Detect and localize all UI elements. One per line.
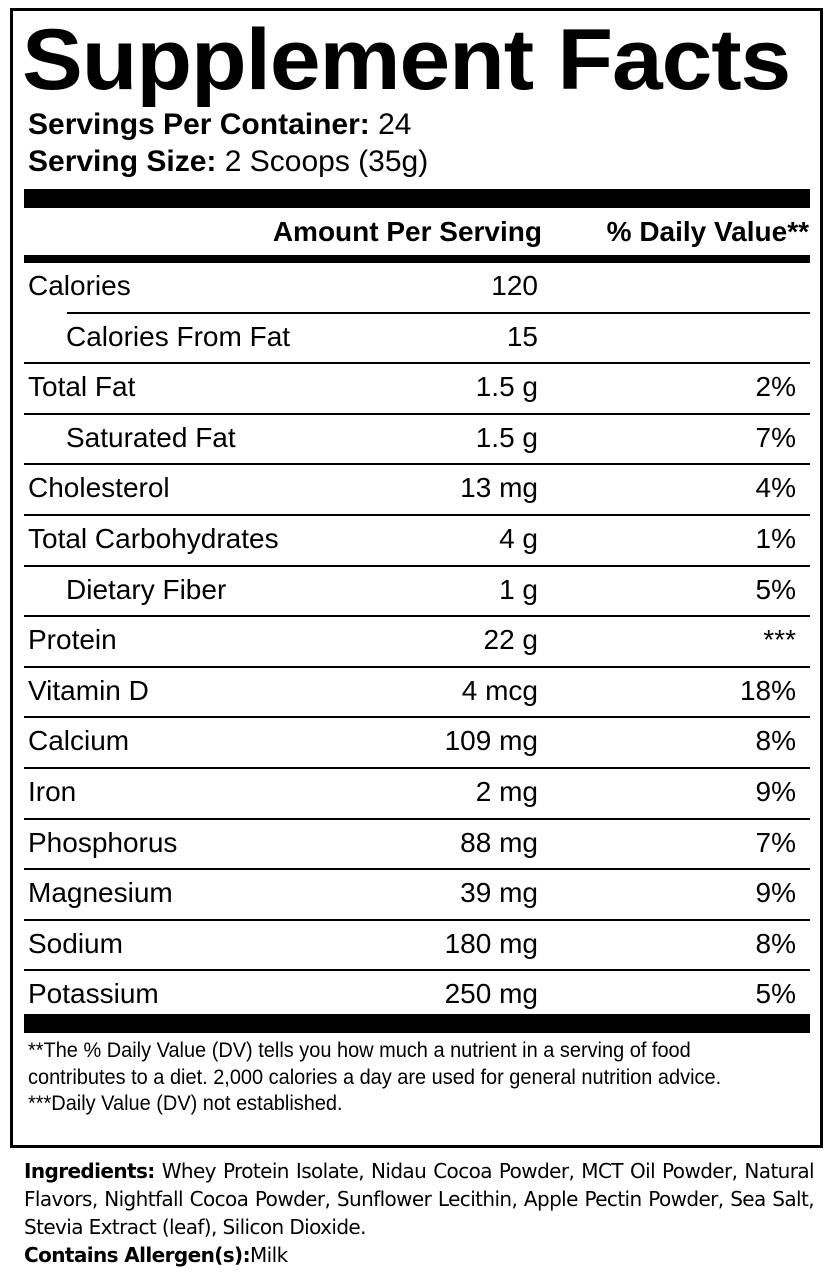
nutrient-daily-value: 1% [755,522,796,554]
nutrient-row: Protein 22 g *** [24,617,810,668]
nutrient-name: Sodium [28,927,123,959]
nutrient-name: Dietary Fiber [66,573,227,605]
nutrient-amount: 88 mg [460,826,538,858]
nutrient-amount: 39 mg [460,877,538,909]
nutrient-amount: 4 mcg [461,674,538,706]
nutrient-amount: 120 [491,270,538,301]
footnotes: **The % Daily Value (DV) tells you how m… [28,1038,769,1118]
ingredients: Ingredients: Whey Protein Isolate, Nidau… [24,1157,815,1269]
nutrient-row: Dietary Fiber 1 g 5% [24,567,810,618]
nutrient-amount: 1 g [499,573,538,605]
serving-size-label: Serving Size: [28,145,217,178]
nutrient-name: Calories [28,270,131,301]
serving-size-value: 2 Scoops (35g) [224,145,429,178]
nutrient-daily-value: *** [763,624,796,656]
nutrient-amount: 1.5 g [475,421,538,453]
servings-value: 24 [378,108,412,141]
footnote-not-established: ***Daily Value (DV) not established. [28,1092,343,1115]
nutrient-row: Sodium 180 mg 8% [24,921,810,972]
daily-value-header: % Daily Value** [606,216,809,247]
thick-divider [24,189,810,208]
nutrient-name: Potassium [28,978,159,1010]
nutrient-table: Calories 120 Calories From Fat 15 Total Fat 1… [24,263,810,1022]
nutrient-name: Magnesium [28,877,173,909]
nutrient-row: Vitamin D 4 mcg 18% [24,668,810,719]
servings-label: Servings Per Container: [28,108,370,141]
nutrient-daily-value: 8% [755,927,796,959]
header-divider [24,255,810,263]
nutrient-row: Calories 120 [24,263,810,314]
nutrient-row: Calories From Fat 15 [24,314,810,365]
nutrient-row: Phosphorus 88 mg 7% [24,820,810,871]
nutrient-daily-value: 9% [755,877,796,909]
nutrient-row: Calcium 109 mg 8% [24,718,810,769]
nutrient-row: Potassium 250 mg 5% [24,971,810,1022]
nutrient-row: Total Carbohydrates 4 g 1% [24,516,810,567]
nutrient-amount: 250 mg [444,978,538,1010]
nutrient-name: Calories From Fat [66,320,291,352]
nutrient-amount: 22 g [483,624,539,656]
nutrient-row: Cholesterol 13 mg 4% [24,465,810,516]
allergens-label: Contains Allergen(s): [24,1243,251,1267]
nutrient-daily-value: 4% [755,472,796,504]
nutrient-name: Saturated Fat [66,421,236,453]
nutrient-daily-value: 5% [755,978,796,1010]
ingredients-text: Whey Protein Isolate, Nidau Cocoa Powder… [24,1159,815,1239]
nutrient-amount: 109 mg [444,725,538,757]
serving-size: Serving Size: 2 Scoops (35g) [28,145,428,179]
nutrient-amount: 15 [506,320,538,352]
nutrient-daily-value: 7% [755,826,796,858]
allergens-text: Milk [250,1243,288,1267]
nutrient-daily-value: 9% [755,775,796,807]
nutrient-amount: 180 mg [444,927,538,959]
amount-per-serving-header: Amount Per Serving [272,216,542,247]
nutrient-daily-value: 18% [739,674,796,706]
supplement-facts-panel [10,8,823,1148]
nutrient-name: Total Carbohydrates [28,522,279,554]
nutrient-amount: 2 mg [475,775,538,807]
nutrient-name: Cholesterol [28,472,170,504]
ingredients-label: Ingredients: [24,1159,155,1183]
thick-divider-bottom [24,1014,810,1033]
panel-title: Supplement Facts [22,12,791,108]
nutrient-amount: 1.5 g [475,371,538,403]
nutrient-daily-value: 8% [755,725,796,757]
nutrient-amount: 4 g [499,522,538,554]
nutrient-daily-value: 7% [755,421,796,453]
nutrient-name: Calcium [28,725,130,757]
nutrient-amount: 13 mg [460,472,538,504]
nutrient-row: Iron 2 mg 9% [24,769,810,820]
nutrient-name: Protein [28,624,117,656]
nutrient-daily-value: 5% [755,573,796,605]
nutrient-name: Phosphorus [28,826,178,858]
nutrient-daily-value: 2% [755,371,796,403]
nutrient-row: Total Fat 1.5 g 2% [24,364,810,415]
nutrient-row: Saturated Fat 1.5 g 7% [24,415,810,466]
nutrient-name: Total Fat [28,371,136,403]
footnote-daily-value: **The % Daily Value (DV) tells you how m… [28,1039,722,1089]
nutrient-name: Vitamin D [28,674,149,706]
nutrient-row: Magnesium 39 mg 9% [24,870,810,921]
nutrient-name: Iron [28,775,77,807]
servings-per-container: Servings Per Container: 24 [28,108,411,142]
